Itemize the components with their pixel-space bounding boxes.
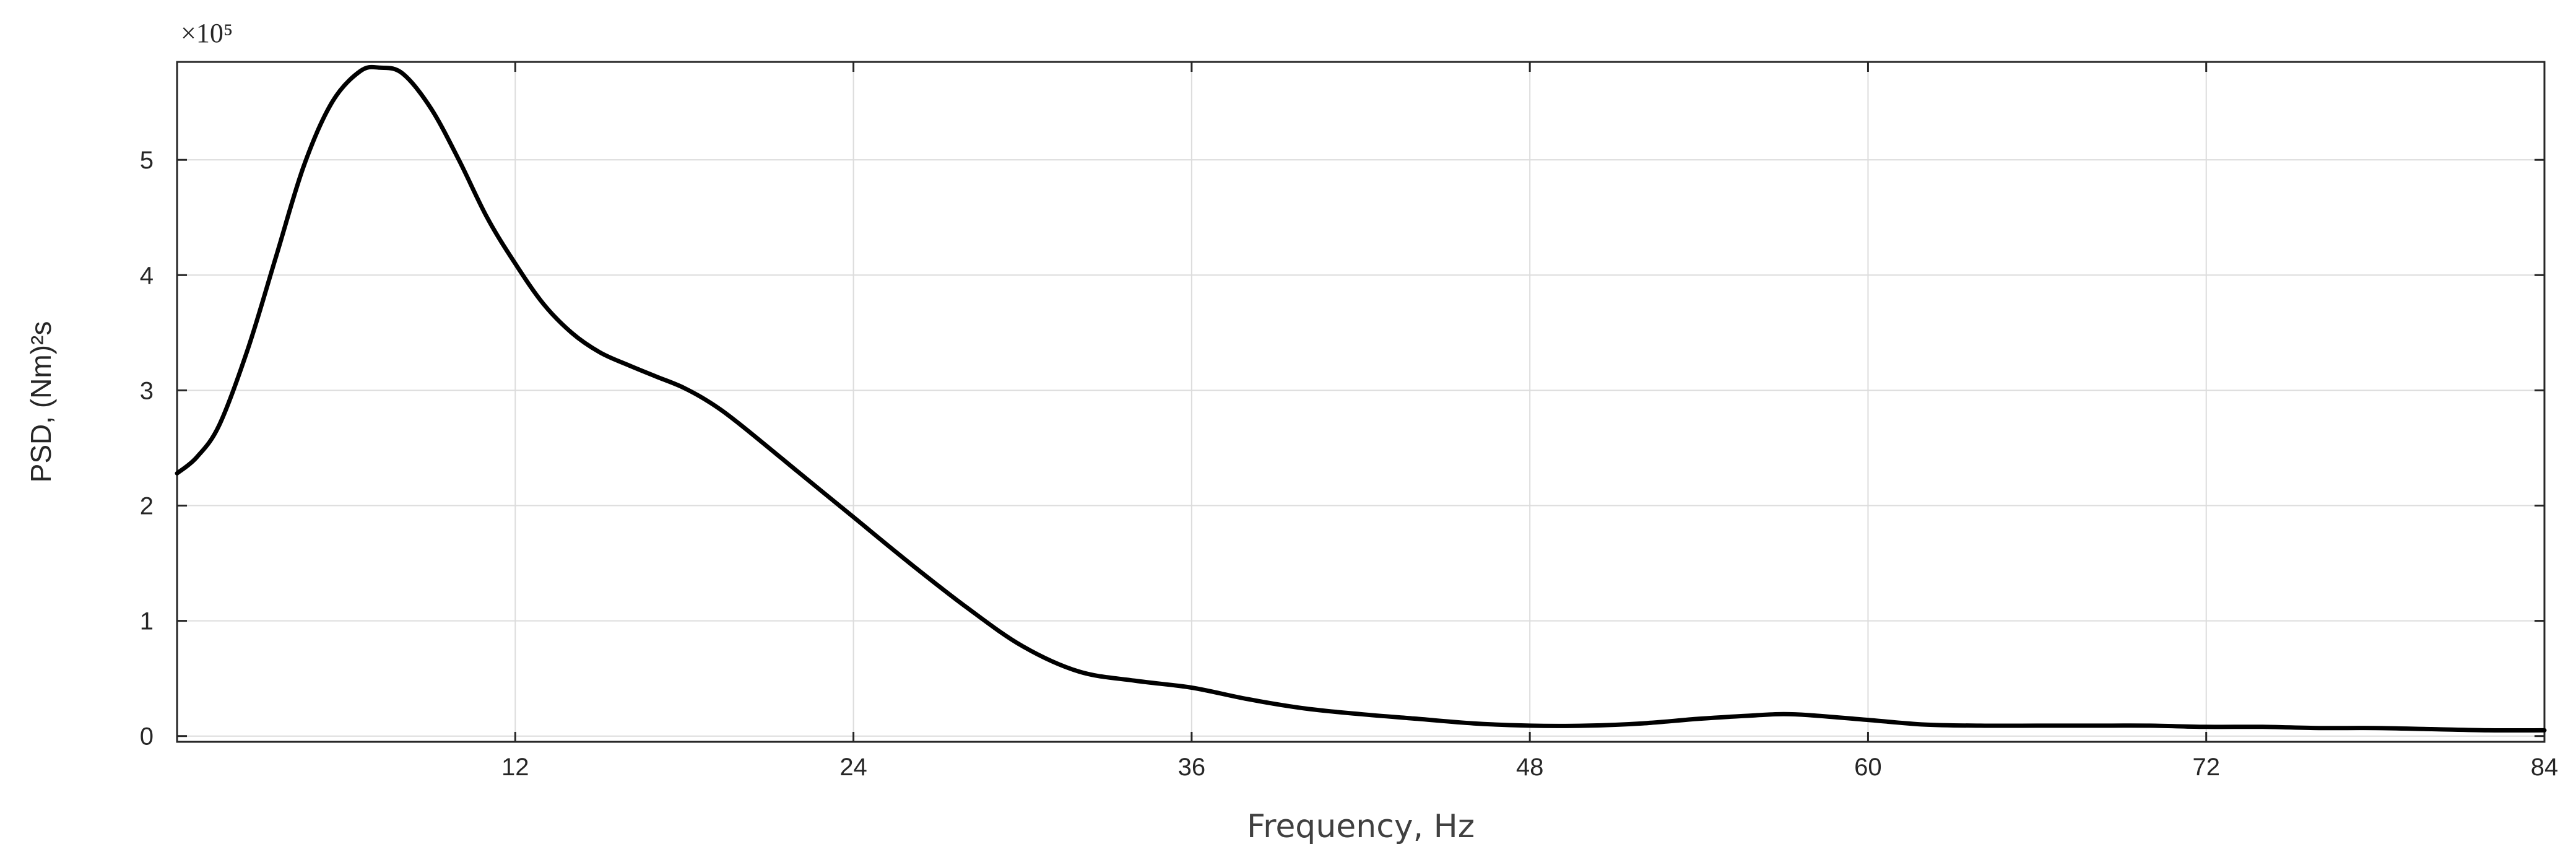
psd-series-line bbox=[175, 64, 2547, 733]
y-tick-label: 5 bbox=[140, 147, 154, 174]
x-tick-label: 72 bbox=[2192, 754, 2220, 781]
x-tick-label: 48 bbox=[1516, 754, 1544, 781]
y-axis-title: PSD, (Nm)²s bbox=[25, 321, 57, 483]
x-tick-label: 12 bbox=[501, 754, 529, 781]
y-tick-label: 4 bbox=[140, 262, 154, 289]
y-tick-label: 3 bbox=[140, 377, 154, 404]
y-tick-label: 0 bbox=[140, 723, 154, 750]
y-axis-multiplier: ×10⁵ bbox=[181, 18, 233, 48]
x-axis-title: Frequency, Hz bbox=[1247, 808, 1475, 845]
plot-area-frame bbox=[176, 61, 2546, 743]
series-layer bbox=[175, 64, 2547, 733]
x-tick-label: 36 bbox=[1178, 754, 1206, 781]
y-tick-label: 2 bbox=[140, 492, 154, 520]
x-tick-label: 84 bbox=[2531, 754, 2559, 781]
grid-lines bbox=[177, 62, 2544, 742]
x-tick-label: 24 bbox=[839, 754, 867, 781]
x-tick-label: 60 bbox=[1854, 754, 1882, 781]
y-tick-label: 1 bbox=[140, 608, 154, 635]
